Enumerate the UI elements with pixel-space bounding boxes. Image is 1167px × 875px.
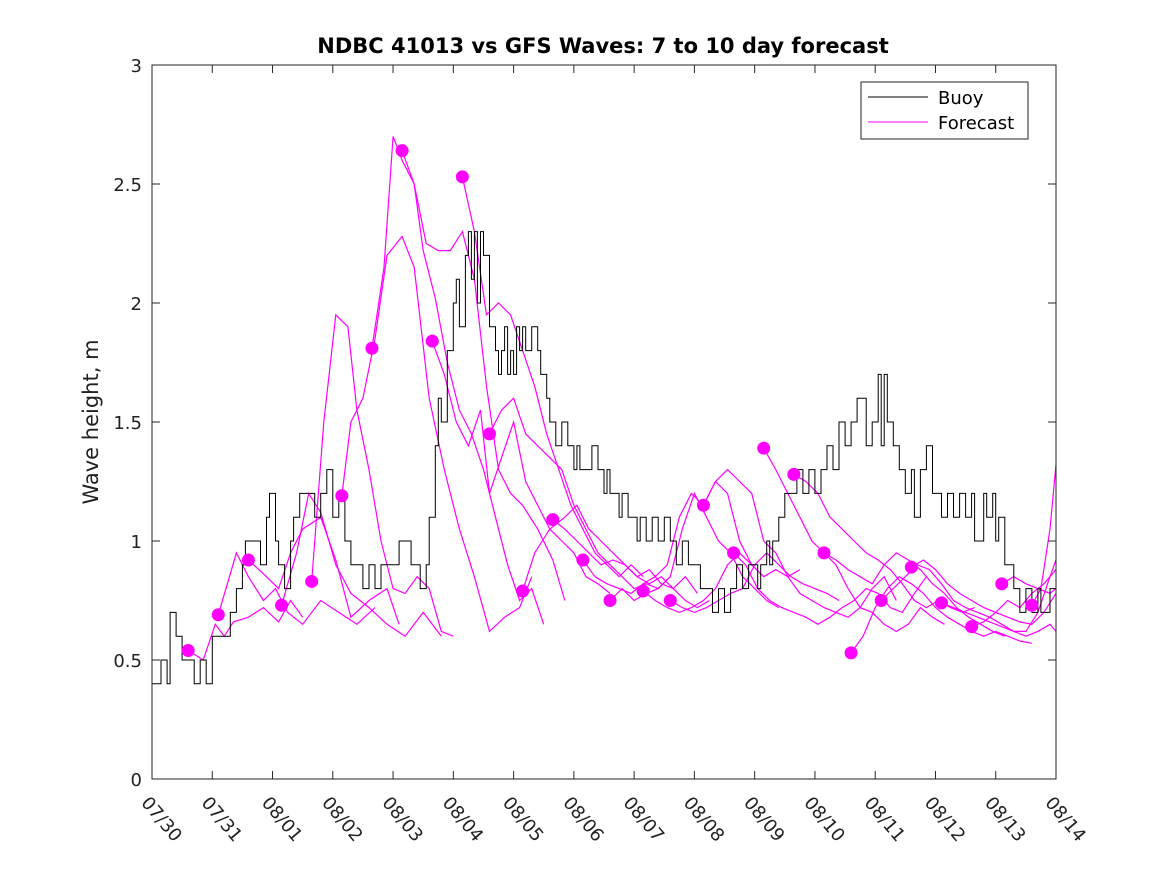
forecast-run-line	[187, 599, 304, 661]
x-tick-label: 08/13	[980, 793, 1029, 846]
forecast-run-line	[642, 552, 801, 614]
x-tick-label: 08/14	[1040, 793, 1089, 846]
y-tick-label: 3	[131, 56, 142, 77]
forecast-start-marker	[576, 553, 590, 567]
forecast-start-marker	[546, 513, 560, 527]
forecast-start-marker	[211, 608, 225, 622]
x-tick-label: 08/09	[739, 793, 788, 846]
forecast-start-marker	[335, 489, 349, 503]
buoy-series-line	[152, 231, 1056, 685]
forecast-start-marker	[425, 334, 439, 348]
y-tick-label: 2	[131, 294, 142, 315]
forecast-start-marker	[995, 577, 1009, 591]
x-tick-label: 07/30	[136, 793, 185, 846]
forecast-start-marker	[874, 594, 888, 607]
forecast-start-marker	[636, 584, 650, 598]
forecast-start-marker	[965, 620, 979, 634]
forecast-start-marker	[181, 643, 195, 657]
plot-area	[152, 136, 1056, 685]
forecast-run-line	[371, 136, 545, 625]
chart-title: NDBC 41013 vs GFS Waves: 7 to 10 day for…	[317, 34, 888, 58]
forecast-run-line	[582, 480, 753, 595]
x-tick-label: 08/02	[317, 793, 366, 846]
y-axis-label: Wave height, m	[79, 339, 103, 504]
legend-buoy-label: Buoy	[938, 88, 984, 109]
x-tick-label: 08/03	[378, 793, 427, 846]
forecast-run-line	[911, 559, 1056, 625]
forecast-run-line	[1001, 576, 1056, 595]
forecast-run-line	[217, 551, 376, 626]
forecast-start-marker	[305, 574, 319, 588]
x-tick-label: 08/05	[498, 793, 547, 846]
forecast-start-marker	[904, 560, 918, 574]
forecast-start-marker	[787, 467, 801, 481]
forecast-run-line	[281, 491, 442, 638]
y-tick-label: 1.5	[113, 413, 142, 434]
forecast-start-marker	[275, 598, 289, 612]
legend-box	[860, 81, 1029, 140]
x-tick-label: 08/04	[438, 793, 487, 846]
legend: Buoy Forecast	[860, 81, 1029, 140]
y-tick-label: 0	[131, 770, 142, 791]
forecast-start-marker	[727, 546, 741, 560]
y-tick-label: 2.5	[113, 175, 142, 196]
x-tick-label: 08/10	[799, 793, 848, 846]
forecast-run-line	[763, 447, 945, 633]
forecast-run-line	[401, 150, 566, 601]
forecast-start-marker	[817, 546, 831, 560]
forecast-run-line	[311, 313, 454, 637]
x-tick-label: 07/31	[197, 793, 246, 846]
forecast-start-marker	[395, 144, 409, 158]
forecast-run-line	[461, 176, 644, 578]
forecast-start-marker	[516, 584, 530, 598]
forecast-start-marker	[757, 441, 771, 455]
forecast-run-line	[941, 559, 1056, 633]
y-tick-label: 0.5	[113, 651, 142, 672]
forecast-start-marker	[241, 553, 255, 567]
forecast-start-marker	[455, 170, 469, 184]
x-tick-label: 08/08	[679, 793, 728, 846]
forecast-run-line	[733, 552, 927, 625]
forecast-start-marker	[934, 596, 948, 610]
axes-box	[151, 64, 1057, 780]
forecast-run-line	[702, 468, 897, 618]
forecast-start-marker	[663, 594, 677, 607]
x-tick-label: 08/07	[619, 793, 668, 846]
forecast-start-marker	[1025, 598, 1039, 612]
x-tick-label: 08/12	[920, 793, 969, 846]
forecast-start-marker	[482, 427, 496, 441]
legend-forecast-label: Forecast	[938, 113, 1014, 134]
y-tick-label: 1	[131, 532, 142, 553]
forecast-start-marker	[365, 341, 379, 355]
forecast-start-marker	[603, 594, 617, 607]
forecast-start-marker	[844, 646, 858, 660]
forecast-run-line	[341, 235, 533, 633]
forecast-run-line	[247, 516, 400, 625]
x-tick-label: 08/01	[257, 793, 306, 846]
forecast-run-line	[609, 491, 780, 609]
x-tick-label: 08/06	[558, 793, 607, 846]
forecast-run-line	[1031, 464, 1056, 606]
x-tick-label: 08/11	[860, 793, 909, 846]
forecast-start-marker	[696, 498, 710, 512]
forecast-run-line	[552, 519, 710, 609]
